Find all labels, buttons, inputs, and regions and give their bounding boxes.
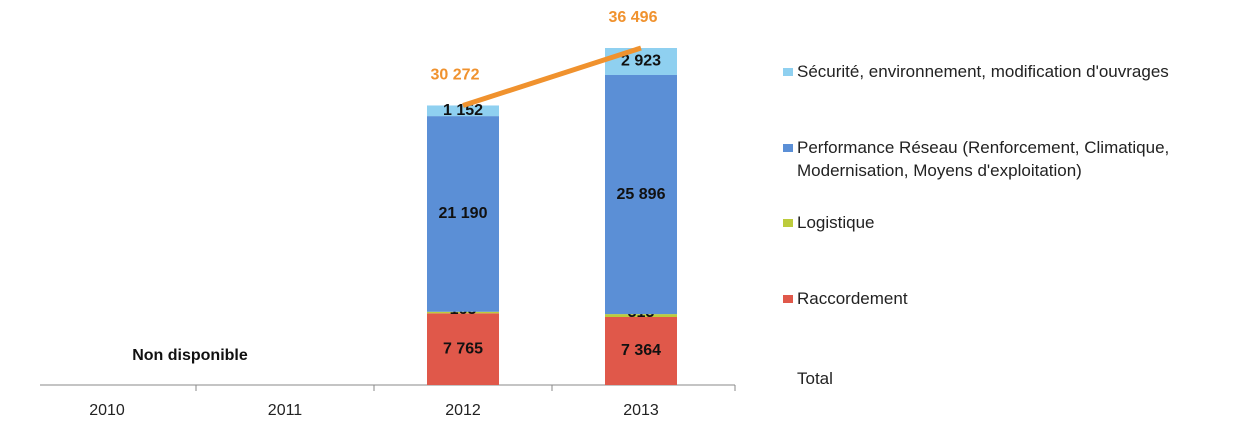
legend-swatch	[783, 219, 793, 227]
legend-label: Logistique	[797, 213, 875, 232]
value-label: 2 923	[621, 53, 661, 70]
bar-segment	[605, 317, 677, 385]
bar-segment	[605, 48, 677, 75]
total-label: 36 496	[609, 9, 658, 26]
bar-segment	[427, 311, 499, 314]
legend-swatch	[783, 295, 793, 303]
bar-segment	[427, 105, 499, 117]
total-line	[462, 45, 642, 108]
bar-segment	[605, 74, 677, 315]
bar-segment	[605, 314, 677, 318]
x-tick-label: 2012	[445, 402, 481, 419]
legend-label: Sécurité, environnement, modification d'…	[797, 62, 1169, 81]
bar-segment	[427, 313, 499, 385]
x-tick-label: 2010	[89, 402, 125, 419]
legend-swatch	[783, 68, 793, 76]
legend-label: Performance Réseau (Renforcement, Climat…	[797, 138, 1170, 180]
annotation: Non disponible	[132, 347, 248, 364]
value-label: 7 765	[443, 340, 483, 357]
value-label: 21 190	[439, 205, 488, 222]
legend-label: Raccordement	[797, 289, 908, 308]
x-tick-label: 2011	[268, 402, 303, 419]
value-label: 25 896	[617, 186, 666, 203]
x-tick-label: 2013	[623, 402, 659, 419]
value-label: 1 152	[443, 102, 483, 119]
bar-segment	[427, 116, 499, 312]
total-label: 30 272	[431, 67, 480, 84]
value-label: 7 364	[621, 342, 661, 359]
legend-swatch	[783, 144, 793, 152]
legend-label: Total	[797, 369, 833, 388]
